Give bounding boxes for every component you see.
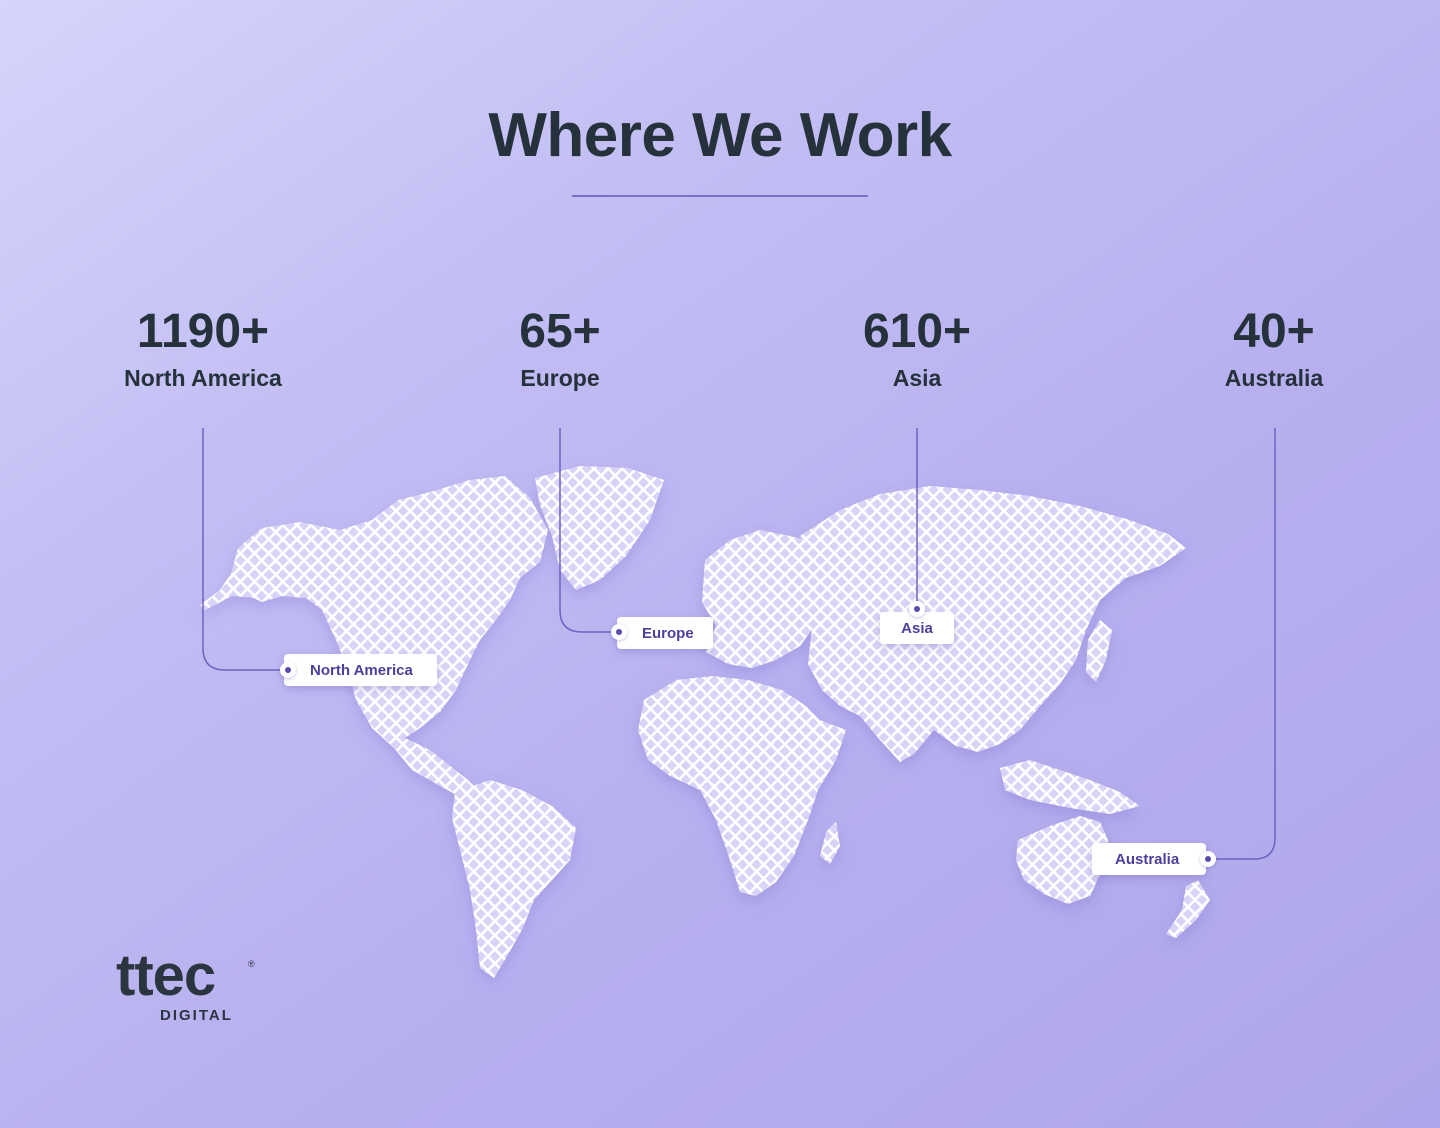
continent-greenland xyxy=(535,466,664,590)
stat-europe: 65+ Europe xyxy=(430,300,690,392)
continent-asia xyxy=(800,486,1186,762)
stat-value: 40+ xyxy=(1233,305,1315,358)
location-pin-asia-icon xyxy=(909,601,925,617)
stat-north-america: 1190+ North America xyxy=(73,300,333,392)
stat-label: Europe xyxy=(520,365,600,391)
continent-south-america xyxy=(452,780,576,978)
map-tag-north-america: North America xyxy=(284,654,437,686)
location-pin-north-america-icon xyxy=(280,662,296,678)
map-tag-label: North America xyxy=(310,661,413,679)
logo-wordmark: ttec xyxy=(116,943,216,1008)
map-tag-asia: Asia xyxy=(880,612,954,644)
stat-label: Australia xyxy=(1224,365,1324,391)
map-tag-europe: Europe xyxy=(617,617,713,649)
continent-new-zealand xyxy=(1166,880,1210,938)
continent-africa xyxy=(638,676,846,896)
location-pin-europe-icon xyxy=(611,624,627,640)
continent-japan xyxy=(1086,620,1112,682)
map-tag-label: Europe xyxy=(642,624,694,642)
registered-mark-icon: ® xyxy=(248,959,255,969)
connector-north-america xyxy=(202,428,288,671)
stat-value: 610+ xyxy=(862,305,972,358)
continent-madagascar xyxy=(820,822,840,864)
connector-europe xyxy=(559,428,620,633)
map-tag-label: Australia xyxy=(1115,850,1180,868)
continent-australia xyxy=(1016,816,1108,904)
stat-label: North America xyxy=(124,365,282,391)
continent-se-asia-islands xyxy=(1000,760,1140,814)
continent-alaska xyxy=(200,572,258,610)
continent-europe xyxy=(702,530,840,668)
stat-value: 65+ xyxy=(519,305,601,358)
page-title: Where We Work xyxy=(488,101,952,170)
stat-value: 1190+ xyxy=(136,305,270,358)
stat-australia: 40+ Australia xyxy=(1144,300,1404,392)
map-tag-label: Asia xyxy=(901,619,933,637)
stat-label: Asia xyxy=(892,365,942,391)
location-pin-australia-icon xyxy=(1200,851,1216,867)
continent-north-america xyxy=(232,476,548,798)
connector-australia xyxy=(1212,428,1276,860)
stat-asia: 610+ Asia xyxy=(787,300,1047,392)
title-divider xyxy=(572,195,868,197)
map-tag-australia: Australia xyxy=(1092,843,1206,875)
logo-subtitle: DIGITAL xyxy=(160,1007,233,1024)
ttec-digital-logo: ttec ® DIGITAL xyxy=(116,945,266,1030)
